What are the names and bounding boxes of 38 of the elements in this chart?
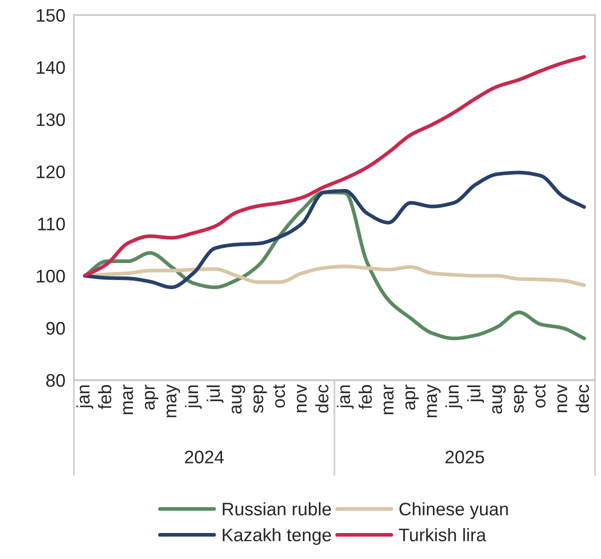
x-tick-label: jul	[206, 385, 224, 403]
x-tick-label: mar	[384, 384, 394, 414]
x-tick-label: dec	[315, 384, 328, 413]
x-tick-label: jan	[76, 385, 94, 409]
y-tick-label: 110	[38, 218, 65, 230]
text: 2024	[185, 450, 224, 464]
x-tick-label: jan	[336, 385, 354, 409]
y-tick-label: 80	[46, 374, 65, 387]
legend-label: Chinese yuan	[399, 502, 508, 520]
x-tick-label: apr	[144, 384, 158, 410]
x-tick-label: aug	[232, 385, 246, 414]
x-tick-label: jun	[184, 385, 202, 409]
x-tick-label: nov	[557, 384, 568, 412]
x-tick-label: oct	[273, 384, 286, 408]
x-tick-label: sep	[253, 385, 267, 413]
y-tick-label: 130	[36, 113, 65, 126]
y-tick-label: 150	[36, 9, 65, 22]
y-tick-label: 90	[46, 322, 65, 335]
x-tick-label: may	[427, 384, 441, 418]
x-tick-label: jun	[445, 385, 462, 409]
y-tick-label: 140	[36, 61, 65, 74]
x-tick-label: oct	[534, 384, 546, 408]
x-tick-label: sep	[514, 385, 528, 413]
x-tick-label: feb	[358, 385, 372, 410]
legend-label: Kazakh tenge	[222, 528, 331, 545]
x-tick-label: dec	[576, 384, 589, 413]
legend-label: Russian ruble	[222, 502, 331, 516]
text: 2025	[446, 450, 484, 464]
y-tick-label: 120	[36, 165, 65, 178]
x-tick-label: mar	[123, 384, 134, 414]
x-tick-label: may	[166, 384, 180, 418]
y-tick-label: 100	[36, 270, 65, 283]
x-tick-label: aug	[492, 385, 506, 414]
x-tick-label: apr	[405, 384, 419, 410]
legend-label: Turkish lira	[398, 528, 486, 542]
x-tick-label: jul	[467, 385, 484, 403]
x-tick-label: nov	[296, 384, 307, 412]
x-tick-label: feb	[98, 385, 112, 410]
